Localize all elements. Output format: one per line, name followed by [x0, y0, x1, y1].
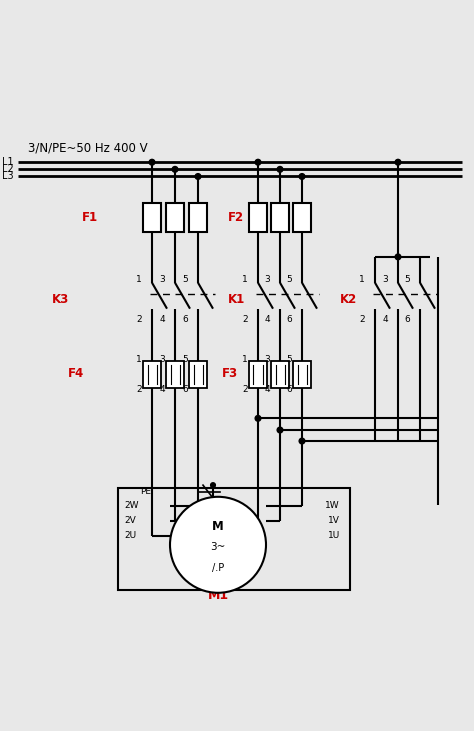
Text: 2: 2	[242, 314, 248, 324]
Text: 3~: 3~	[210, 542, 226, 552]
Circle shape	[149, 159, 155, 165]
Text: L1: L1	[2, 157, 14, 167]
Text: 5: 5	[286, 355, 292, 364]
Text: F1: F1	[82, 211, 98, 224]
Bar	[143, 203, 161, 232]
Text: 3: 3	[382, 275, 388, 284]
Text: 1W: 1W	[325, 501, 340, 510]
Text: 6: 6	[182, 385, 188, 393]
Circle shape	[277, 167, 283, 173]
Bar	[189, 360, 207, 388]
Text: 2: 2	[137, 385, 142, 393]
Text: K2: K2	[340, 292, 357, 306]
Bar	[166, 360, 184, 388]
Circle shape	[255, 415, 261, 421]
Bar	[293, 203, 311, 232]
Bar	[271, 360, 289, 388]
Circle shape	[172, 167, 178, 173]
Text: 1: 1	[359, 275, 365, 284]
Circle shape	[277, 427, 283, 433]
Text: 6: 6	[286, 385, 292, 393]
Text: 6: 6	[404, 314, 410, 324]
Circle shape	[395, 159, 401, 165]
Text: 4: 4	[264, 314, 270, 324]
Text: F4: F4	[68, 367, 84, 380]
Bar	[249, 360, 267, 388]
Circle shape	[299, 438, 305, 444]
Text: 2: 2	[359, 314, 365, 324]
Text: 2: 2	[137, 314, 142, 324]
Text: F2: F2	[228, 211, 244, 224]
Bar	[189, 203, 207, 232]
Text: 1U: 1U	[328, 531, 340, 540]
Circle shape	[195, 174, 201, 179]
Bar	[166, 203, 184, 232]
Text: L2: L2	[2, 164, 14, 175]
Text: 4: 4	[159, 385, 165, 393]
Text: 5: 5	[182, 355, 188, 364]
Text: M: M	[212, 520, 224, 533]
Text: /.P: /.P	[212, 563, 224, 573]
Bar	[271, 203, 289, 232]
Text: 1: 1	[242, 275, 248, 284]
Text: 2U: 2U	[124, 531, 136, 540]
Text: 3: 3	[264, 355, 270, 364]
Circle shape	[299, 174, 305, 179]
Text: 2W: 2W	[124, 501, 138, 510]
Text: M1: M1	[208, 589, 228, 602]
Text: 4: 4	[159, 314, 165, 324]
Text: 5: 5	[286, 275, 292, 284]
Text: PE: PE	[140, 487, 151, 496]
Text: 2: 2	[242, 385, 248, 393]
Text: 5: 5	[182, 275, 188, 284]
Text: 6: 6	[182, 314, 188, 324]
Text: 1: 1	[136, 275, 142, 284]
Text: 1V: 1V	[328, 516, 340, 526]
Circle shape	[395, 254, 401, 260]
Text: 3/N/PE~50 Hz 400 V: 3/N/PE~50 Hz 400 V	[28, 142, 147, 154]
Text: 2V: 2V	[124, 516, 136, 526]
Circle shape	[255, 159, 261, 165]
Bar	[143, 360, 161, 388]
Bar	[249, 203, 267, 232]
Text: 1: 1	[136, 355, 142, 364]
Text: 6: 6	[286, 314, 292, 324]
Text: 4: 4	[264, 385, 270, 393]
Text: K3: K3	[52, 292, 69, 306]
Text: 4: 4	[383, 314, 388, 324]
Bar	[118, 488, 350, 590]
Text: 5: 5	[404, 275, 410, 284]
Text: 3: 3	[159, 355, 165, 364]
Text: L3: L3	[2, 172, 14, 181]
Text: 3: 3	[264, 275, 270, 284]
Bar	[293, 360, 311, 388]
Text: F3: F3	[222, 367, 238, 380]
Text: K1: K1	[228, 292, 245, 306]
Circle shape	[170, 497, 266, 593]
Circle shape	[210, 482, 215, 488]
Text: 1: 1	[242, 355, 248, 364]
Text: 3: 3	[159, 275, 165, 284]
